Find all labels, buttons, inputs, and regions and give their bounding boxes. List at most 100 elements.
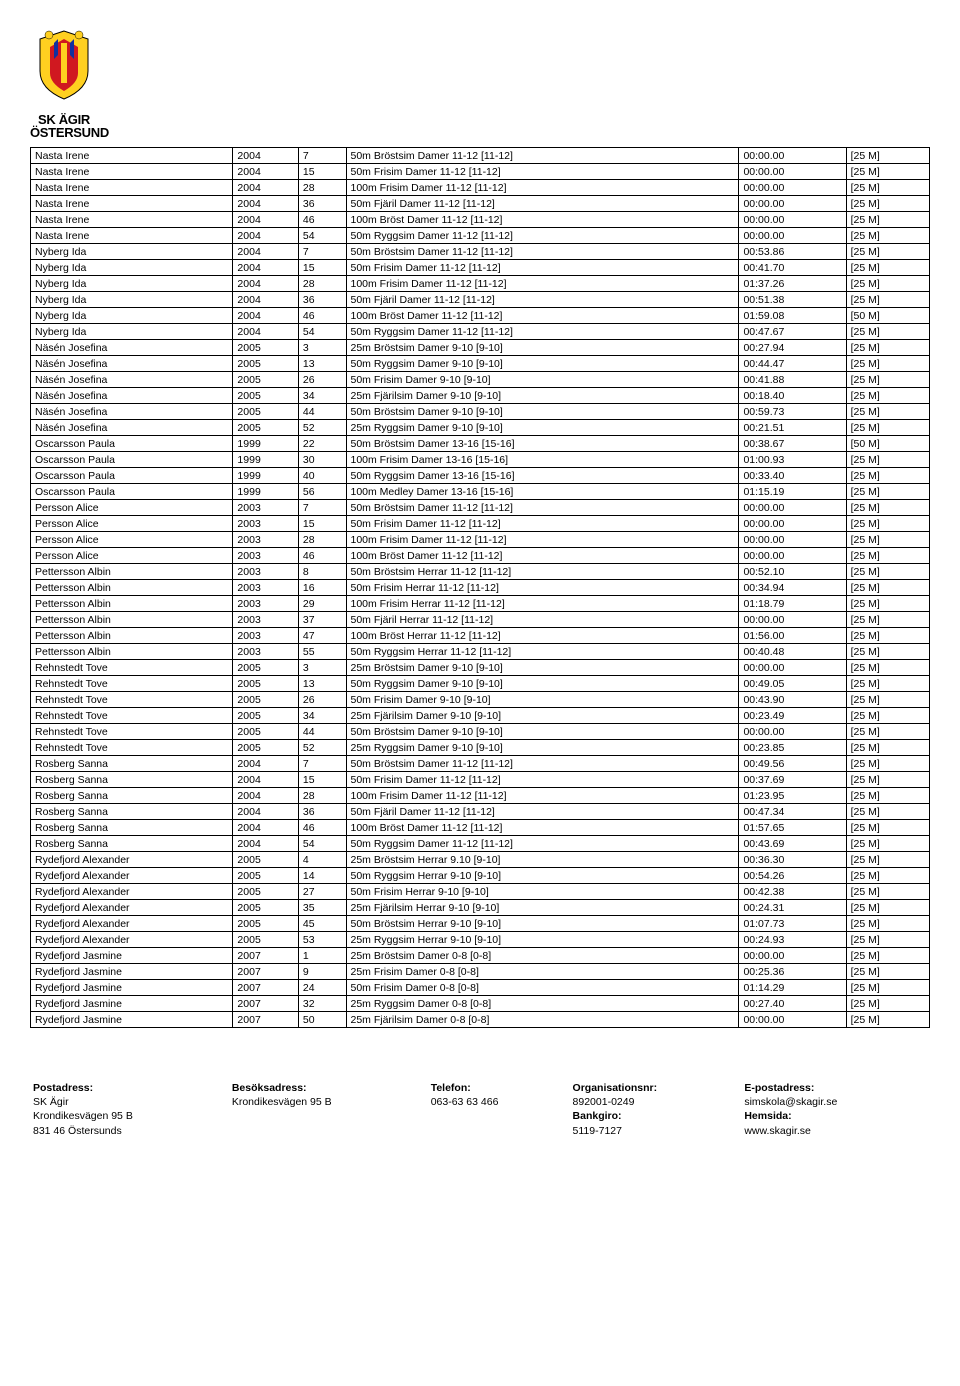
- table-row: Näsén Josefina20055225m Ryggsim Damer 9-…: [31, 420, 930, 436]
- cell-year: 2003: [233, 628, 298, 644]
- cell-num: 13: [298, 356, 346, 372]
- cell-time: 00:53.86: [739, 244, 846, 260]
- cell-event: 50m Ryggsim Herrar 11-12 [11-12]: [346, 644, 739, 660]
- shield-icon: [30, 20, 98, 110]
- cell-year: 2005: [233, 916, 298, 932]
- footer-post-l3: 831 46 Östersunds: [33, 1125, 122, 1137]
- cell-pool: [25 M]: [846, 884, 929, 900]
- table-row: Nasta Irene20043650m Fjäril Damer 11-12 …: [31, 196, 930, 212]
- table-row: Nyberg Ida2004750m Bröstsim Damer 11-12 …: [31, 244, 930, 260]
- cell-num: 15: [298, 260, 346, 276]
- cell-pool: [25 M]: [846, 980, 929, 996]
- cell-name: Nasta Irene: [31, 164, 233, 180]
- table-row: Rosberg Sanna20045450m Ryggsim Damer 11-…: [31, 836, 930, 852]
- cell-event: 50m Ryggsim Damer 11-12 [11-12]: [346, 228, 739, 244]
- cell-num: 3: [298, 660, 346, 676]
- cell-year: 2003: [233, 548, 298, 564]
- cell-event: 25m Fjärilsim Damer 9-10 [9-10]: [346, 388, 739, 404]
- cell-num: 1: [298, 948, 346, 964]
- table-row: Rehnstedt Tove20051350m Ryggsim Damer 9-…: [31, 676, 930, 692]
- club-logo: SK ÄGIR ÖSTERSUND: [30, 20, 930, 139]
- cell-event: 50m Bröstsim Herrar 9-10 [9-10]: [346, 916, 739, 932]
- cell-name: Nasta Irene: [31, 212, 233, 228]
- table-row: Näsén Josefina20052650m Frisim Damer 9-1…: [31, 372, 930, 388]
- cell-year: 2005: [233, 692, 298, 708]
- cell-time: 00:00.00: [739, 516, 846, 532]
- cell-pool: [25 M]: [846, 212, 929, 228]
- cell-num: 34: [298, 708, 346, 724]
- cell-event: 50m Fjäril Damer 11-12 [11-12]: [346, 804, 739, 820]
- table-row: Rydefjord Alexander20055325m Ryggsim Her…: [31, 932, 930, 948]
- cell-name: Rydefjord Alexander: [31, 900, 233, 916]
- cell-name: Oscarsson Paula: [31, 452, 233, 468]
- cell-year: 2003: [233, 532, 298, 548]
- cell-pool: [25 M]: [846, 820, 929, 836]
- cell-year: 2004: [233, 164, 298, 180]
- cell-time: 00:41.70: [739, 260, 846, 276]
- cell-name: Näsén Josefina: [31, 420, 233, 436]
- table-row: Rehnstedt Tove20054450m Bröstsim Damer 9…: [31, 724, 930, 740]
- cell-event: 25m Bröstsim Damer 9-10 [9-10]: [346, 660, 739, 676]
- table-row: Näsén Josefina20051350m Ryggsim Damer 9-…: [31, 356, 930, 372]
- cell-pool: [25 M]: [846, 228, 929, 244]
- cell-pool: [25 M]: [846, 180, 929, 196]
- table-row: Rydefjord Alexander20051450m Ryggsim Her…: [31, 868, 930, 884]
- table-row: Persson Alice2003750m Bröstsim Damer 11-…: [31, 500, 930, 516]
- cell-event: 50m Fjäril Herrar 11-12 [11-12]: [346, 612, 739, 628]
- cell-num: 13: [298, 676, 346, 692]
- cell-name: Rehnstedt Tove: [31, 724, 233, 740]
- cell-year: 2004: [233, 212, 298, 228]
- cell-name: Nyberg Ida: [31, 260, 233, 276]
- logo-line2: ÖSTERSUND: [30, 125, 109, 140]
- cell-pool: [50 M]: [846, 308, 929, 324]
- cell-num: 50: [298, 1012, 346, 1028]
- cell-num: 7: [298, 500, 346, 516]
- cell-event: 100m Frisim Damer 11-12 [11-12]: [346, 276, 739, 292]
- cell-year: 2005: [233, 868, 298, 884]
- cell-name: Nyberg Ida: [31, 308, 233, 324]
- cell-pool: [25 M]: [846, 548, 929, 564]
- cell-time: 00:00.00: [739, 228, 846, 244]
- cell-num: 53: [298, 932, 346, 948]
- cell-year: 2005: [233, 676, 298, 692]
- footer-post-hdr: Postadress:: [33, 1082, 93, 1094]
- cell-event: 50m Ryggsim Damer 9-10 [9-10]: [346, 356, 739, 372]
- cell-time: 00:00.00: [739, 948, 846, 964]
- cell-name: Rehnstedt Tove: [31, 692, 233, 708]
- cell-num: 36: [298, 196, 346, 212]
- cell-pool: [25 M]: [846, 836, 929, 852]
- cell-name: Nasta Irene: [31, 180, 233, 196]
- cell-num: 55: [298, 644, 346, 660]
- cell-pool: [25 M]: [846, 916, 929, 932]
- cell-time: 00:00.00: [739, 612, 846, 628]
- table-row: Rydefjord Alexander20053525m Fjärilsim H…: [31, 900, 930, 916]
- cell-time: 00:18.40: [739, 388, 846, 404]
- cell-year: 2005: [233, 708, 298, 724]
- cell-num: 9: [298, 964, 346, 980]
- cell-pool: [25 M]: [846, 276, 929, 292]
- cell-name: Persson Alice: [31, 532, 233, 548]
- cell-event: 25m Frisim Damer 0-8 [0-8]: [346, 964, 739, 980]
- footer-post-l1: SK Ägir: [33, 1096, 69, 1108]
- cell-event: 50m Ryggsim Damer 11-12 [11-12]: [346, 324, 739, 340]
- table-row: Rehnstedt Tove20055225m Ryggsim Damer 9-…: [31, 740, 930, 756]
- table-row: Rydefjord Jasmine20073225m Ryggsim Damer…: [31, 996, 930, 1012]
- cell-num: 4: [298, 852, 346, 868]
- table-row: Rosberg Sanna20043650m Fjäril Damer 11-1…: [31, 804, 930, 820]
- cell-time: 00:43.90: [739, 692, 846, 708]
- cell-time: 01:07.73: [739, 916, 846, 932]
- cell-event: 50m Bröstsim Damer 11-12 [11-12]: [346, 500, 739, 516]
- table-row: Oscarsson Paula19992250m Bröstsim Damer …: [31, 436, 930, 452]
- cell-year: 2004: [233, 820, 298, 836]
- cell-name: Pettersson Albin: [31, 644, 233, 660]
- cell-time: 00:34.94: [739, 580, 846, 596]
- cell-time: 00:33.40: [739, 468, 846, 484]
- cell-year: 2004: [233, 244, 298, 260]
- cell-name: Rosberg Sanna: [31, 788, 233, 804]
- cell-time: 01:15.19: [739, 484, 846, 500]
- cell-time: 00:49.05: [739, 676, 846, 692]
- cell-time: 00:52.10: [739, 564, 846, 580]
- cell-name: Rydefjord Jasmine: [31, 996, 233, 1012]
- table-row: Nasta Irene200446100m Bröst Damer 11-12 …: [31, 212, 930, 228]
- cell-year: 2007: [233, 1012, 298, 1028]
